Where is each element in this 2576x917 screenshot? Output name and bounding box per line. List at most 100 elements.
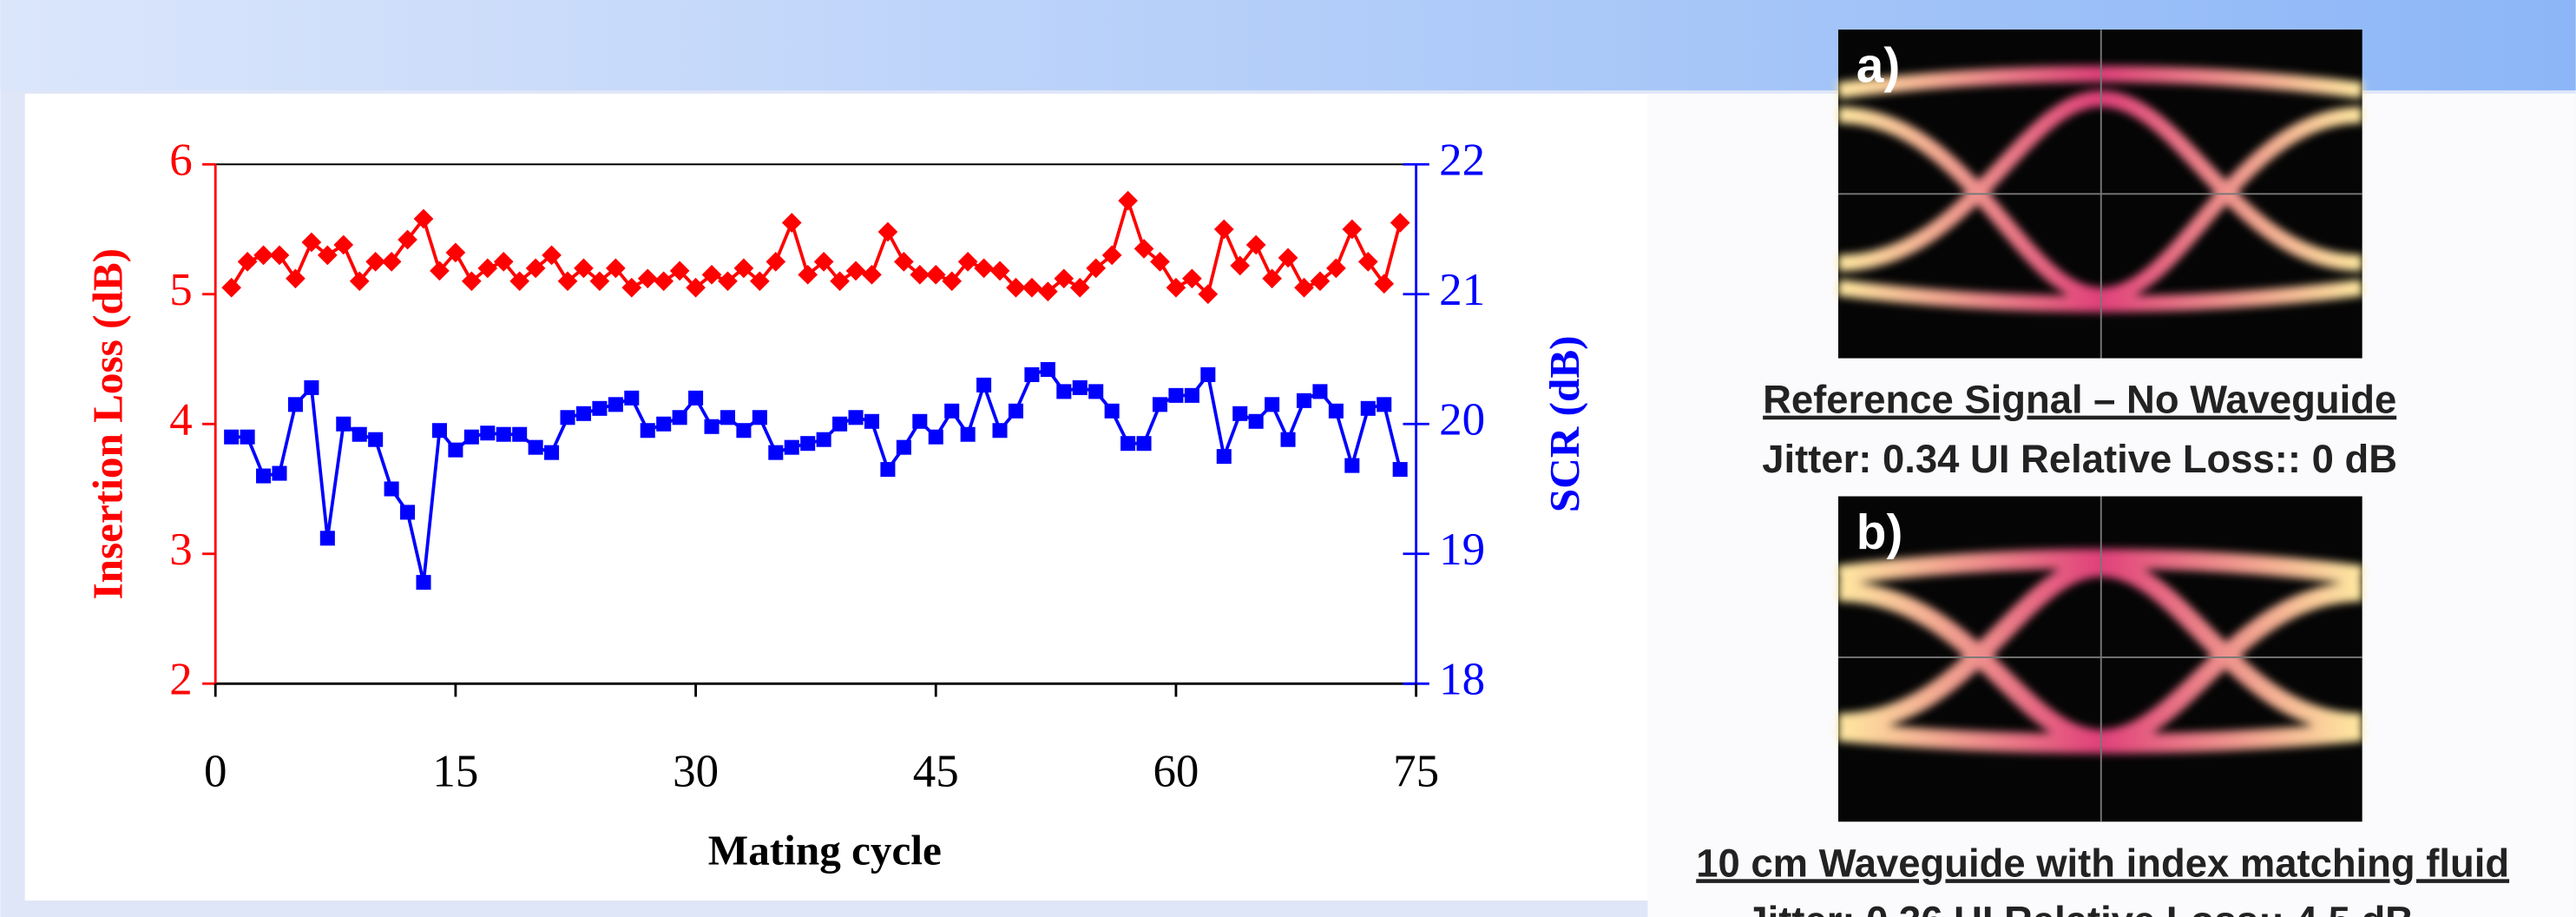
data-point	[912, 414, 927, 429]
caption-detail: Jitter: 0.34 UI Relative Loss:: 0 dB	[1762, 437, 2397, 481]
data-point	[705, 419, 720, 434]
x-tick-label: 45	[913, 746, 959, 796]
x-tick-label: 15	[432, 746, 478, 796]
data-point	[1185, 388, 1199, 403]
data-point	[993, 423, 1008, 438]
data-point	[1232, 406, 1247, 421]
data-point	[512, 427, 527, 442]
data-point	[1297, 393, 1311, 408]
panel-label: a)	[1856, 38, 1900, 93]
data-point	[432, 423, 447, 438]
data-point	[560, 410, 575, 425]
data-point	[544, 445, 559, 460]
data-point	[1393, 462, 1408, 477]
panel-label: b)	[1856, 505, 1903, 560]
data-point	[464, 430, 479, 445]
data-point	[336, 417, 351, 432]
data-point	[304, 380, 319, 395]
data-point	[592, 401, 607, 416]
eye-diagram: a)	[1838, 30, 2362, 358]
data-point	[1249, 414, 1264, 429]
data-point	[656, 417, 671, 432]
data-point	[1265, 397, 1279, 412]
data-point	[1056, 384, 1071, 399]
data-point	[576, 406, 591, 421]
y2-tick-label: 19	[1439, 524, 1485, 575]
data-point	[1344, 458, 1359, 473]
data-point	[1168, 388, 1183, 403]
data-point	[929, 430, 943, 445]
y-axis-label: Insertion Loss (dB)	[83, 248, 131, 600]
data-point	[673, 410, 687, 425]
data-point	[1312, 384, 1327, 399]
x-tick-label: 0	[204, 746, 227, 796]
caption: Reference Signal – No Waveguide	[1763, 378, 2396, 422]
y-tick-label: 5	[169, 265, 192, 315]
y-tick-label: 4	[169, 394, 192, 445]
data-point	[608, 397, 623, 412]
data-point	[817, 432, 831, 447]
data-point	[496, 427, 511, 442]
data-point	[832, 417, 847, 432]
data-point	[1281, 432, 1296, 447]
data-point	[976, 378, 991, 393]
data-point	[688, 391, 703, 406]
y2-tick-label: 20	[1439, 394, 1485, 445]
data-point	[864, 414, 879, 429]
data-point	[1009, 404, 1023, 419]
data-point	[384, 481, 399, 496]
caption-detail: Jitter: 0.36 UI Relative Loss:: 4.5 dB	[1745, 899, 2414, 917]
data-point	[1137, 436, 1152, 451]
data-point	[352, 427, 367, 442]
data-point	[400, 505, 415, 519]
data-point	[1041, 362, 1055, 377]
y-tick-label: 6	[169, 135, 192, 185]
data-point	[416, 575, 430, 590]
data-point	[480, 426, 495, 440]
data-point	[1120, 436, 1135, 451]
data-point	[849, 410, 864, 425]
data-point	[720, 410, 735, 425]
data-point	[256, 469, 271, 484]
data-point	[897, 440, 911, 455]
y2-axis-label: SCR (dB)	[1541, 335, 1588, 512]
data-point	[1200, 367, 1215, 382]
x-tick-label: 75	[1393, 746, 1439, 796]
data-point	[752, 410, 767, 425]
data-point	[1217, 449, 1232, 464]
data-point	[1105, 404, 1120, 419]
data-point	[1088, 384, 1103, 399]
x-tick-label: 60	[1153, 746, 1199, 796]
data-point	[785, 440, 799, 455]
page: {"chart_data": {"type": "line", "x_label…	[0, 0, 2576, 917]
data-point	[320, 531, 335, 545]
data-point	[1361, 401, 1376, 416]
data-point	[368, 432, 383, 447]
data-point	[800, 436, 815, 451]
y2-tick-label: 21	[1439, 265, 1485, 315]
data-point	[961, 427, 976, 442]
y2-tick-label: 22	[1439, 135, 1485, 185]
data-point	[240, 430, 255, 445]
slide: 23456181920212201530456075 Mating cycle …	[0, 0, 2576, 917]
x-tick-label: 30	[673, 746, 719, 796]
data-point	[624, 391, 639, 406]
data-point	[272, 466, 286, 481]
data-point	[448, 443, 463, 458]
data-point	[641, 423, 655, 438]
data-point	[1073, 380, 1088, 395]
y2-tick-label: 18	[1439, 654, 1485, 704]
data-point	[224, 430, 239, 445]
data-point	[1377, 397, 1391, 412]
data-point	[768, 445, 783, 460]
eye-diagram: b)	[1838, 497, 2362, 822]
data-point	[880, 462, 895, 477]
x-axis-label: Mating cycle	[708, 826, 942, 874]
data-point	[288, 397, 303, 412]
y-tick-label: 3	[169, 524, 192, 575]
data-point	[1153, 397, 1167, 412]
data-point	[529, 440, 543, 455]
data-point	[736, 423, 751, 438]
data-point	[1024, 367, 1039, 382]
caption: 10 cm Waveguide with index matching flui…	[1696, 841, 2509, 885]
